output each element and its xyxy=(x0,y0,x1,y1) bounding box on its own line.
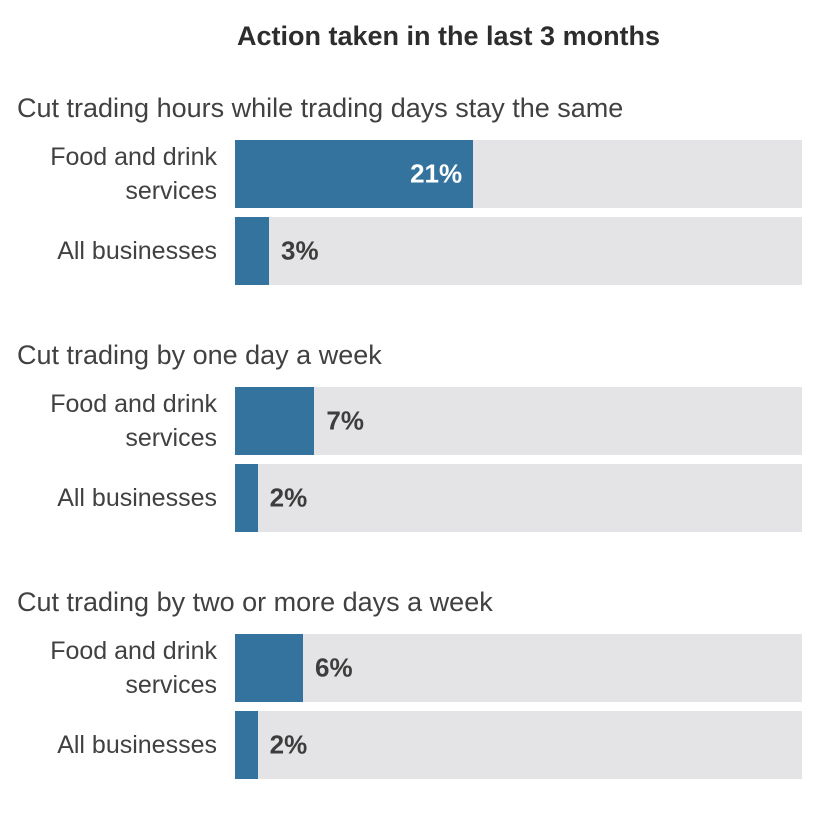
bar-row-label: Food and drink services xyxy=(50,143,217,205)
bar-row: All businesses 3% xyxy=(0,217,824,285)
bar-value-label: 2% xyxy=(269,729,308,760)
bar-fill xyxy=(235,464,258,532)
chart-title: Action taken in the last 3 months xyxy=(237,21,661,51)
section-rows: Food and drink services 21% All business… xyxy=(0,140,824,285)
section-heading: Cut trading by two or more days a week xyxy=(17,587,493,617)
bar-track: 7% xyxy=(235,387,802,455)
bar-fill xyxy=(235,634,304,702)
bar-row: Food and drink services 21% xyxy=(0,140,824,208)
bar-fill xyxy=(235,387,315,455)
bar-row-label: Food and drink services xyxy=(50,637,217,699)
bar-fill xyxy=(235,140,474,208)
bar-track: 6% xyxy=(235,634,802,702)
chart-section-cut-trading-hours: Cut trading hours while trading days sta… xyxy=(0,90,824,285)
bar-row: Food and drink services 6% xyxy=(0,634,824,702)
bar-track: 2% xyxy=(235,464,802,532)
bar-value-label: 2% xyxy=(269,482,308,513)
bar-row-label: Food and drink services xyxy=(50,390,217,452)
bar-value-label: 7% xyxy=(326,405,364,436)
chart-section-cut-one-day: Cut trading by one day a week Food and d… xyxy=(0,337,824,532)
bar-row-label: All businesses xyxy=(57,484,217,512)
bar-value-label: 3% xyxy=(281,235,319,266)
section-rows: Food and drink services 7% All businesse… xyxy=(0,387,824,532)
bar-row-label: All businesses xyxy=(57,237,217,265)
section-rows: Food and drink services 6% All businesse… xyxy=(0,634,824,779)
bar-fill xyxy=(235,711,258,779)
bar-row-label: All businesses xyxy=(57,731,217,759)
bar-track: 21% xyxy=(235,140,802,208)
bar-track: 3% xyxy=(235,217,802,285)
bar-track: 2% xyxy=(235,711,802,779)
chart-section-cut-two-or-more-days: Cut trading by two or more days a week F… xyxy=(0,584,824,779)
bar-value-label: 21% xyxy=(410,158,463,189)
bar-chart: Action taken in the last 3 months Cut tr… xyxy=(0,21,824,779)
bar-fill xyxy=(235,217,270,285)
section-heading: Cut trading hours while trading days sta… xyxy=(17,93,624,123)
bar-value-label: 6% xyxy=(315,652,353,683)
bar-row: All businesses 2% xyxy=(0,711,824,779)
bar-row: Food and drink services 7% xyxy=(0,387,824,455)
bar-row: All businesses 2% xyxy=(0,464,824,532)
section-heading: Cut trading by one day a week xyxy=(17,340,382,370)
